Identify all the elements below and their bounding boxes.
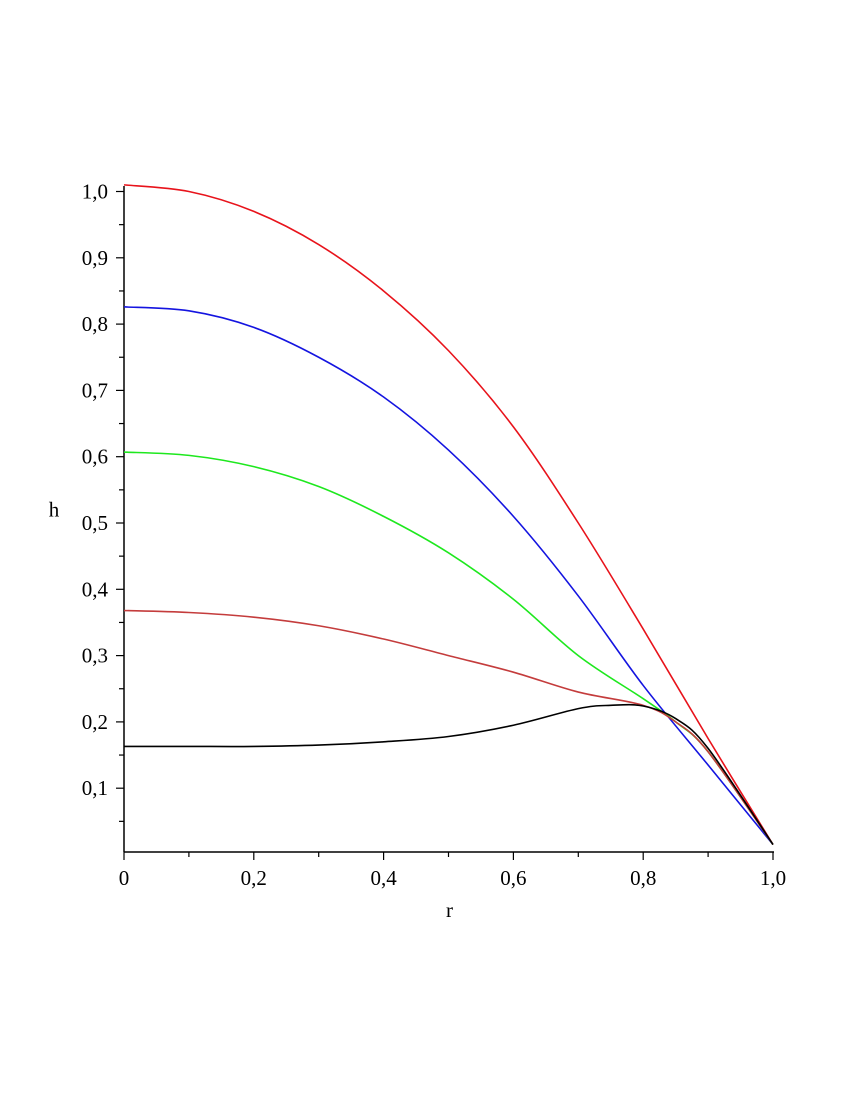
axes bbox=[123, 186, 774, 853]
series-group bbox=[123, 184, 774, 846]
y-tick-label: 0,5 bbox=[82, 511, 108, 535]
x-axis-label: r bbox=[446, 898, 453, 922]
y-tick-label: 0,3 bbox=[82, 644, 108, 668]
x-tick-label: 0,8 bbox=[630, 866, 656, 890]
series-line-1 bbox=[123, 184, 774, 845]
y-axis-label: h bbox=[49, 498, 60, 522]
y-tick-label: 0,7 bbox=[82, 378, 108, 402]
ticks bbox=[116, 190, 774, 860]
tick-labels: 0 0,2 0,4 0,6 0,8 1,0 0,1 0,2 0,3 0,4 0,5 0,6 0,7 0,8… bbox=[82, 180, 786, 891]
y-tick-label: 0,1 bbox=[82, 776, 108, 800]
series-line-4 bbox=[123, 609, 774, 846]
y-tick-label: 0,2 bbox=[82, 710, 108, 734]
y-tick-label: 0,6 bbox=[82, 445, 108, 469]
series-line-3 bbox=[123, 451, 774, 846]
y-tick-label: 0,8 bbox=[82, 312, 108, 336]
series-line-5 bbox=[123, 703, 774, 845]
x-tick-label: 0,4 bbox=[370, 866, 397, 890]
x-tick-label: 0,6 bbox=[500, 866, 526, 890]
x-tick-label: 0,2 bbox=[241, 866, 267, 890]
y-tick-label: 0,4 bbox=[82, 577, 109, 601]
x-tick-label: 1,0 bbox=[760, 866, 786, 890]
x-tick-label: 0 bbox=[119, 866, 130, 890]
y-tick-label: 0,9 bbox=[82, 246, 108, 270]
y-tick-label: 1,0 bbox=[82, 180, 108, 204]
series-line-2 bbox=[123, 306, 774, 846]
